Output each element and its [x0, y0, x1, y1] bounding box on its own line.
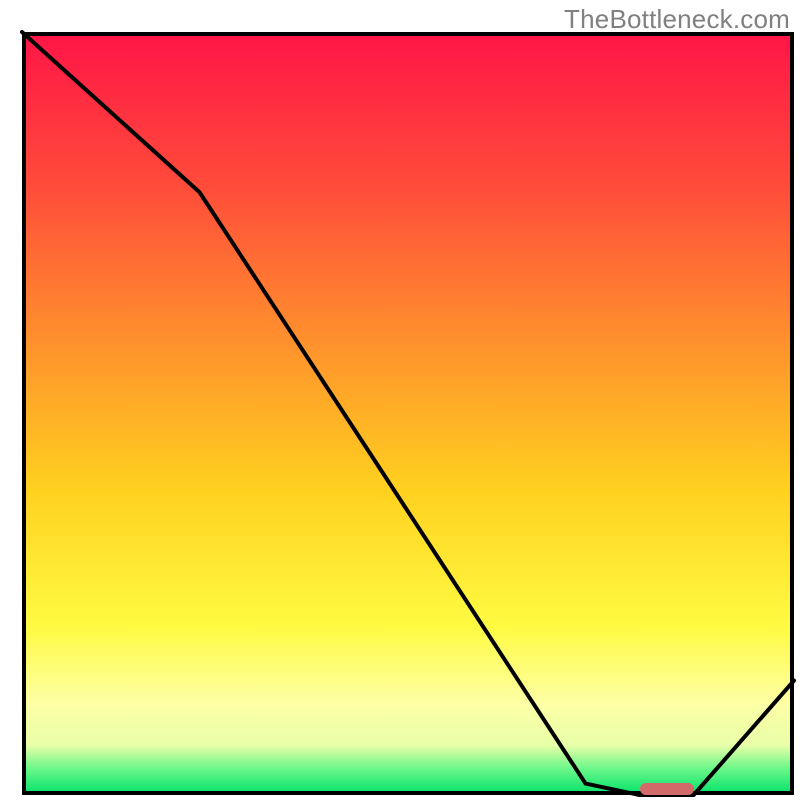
chart-canvas: TheBottleneck.com: [0, 0, 800, 800]
bottleneck-gradient-plot: [22, 32, 794, 795]
watermark-text: TheBottleneck.com: [564, 4, 790, 35]
